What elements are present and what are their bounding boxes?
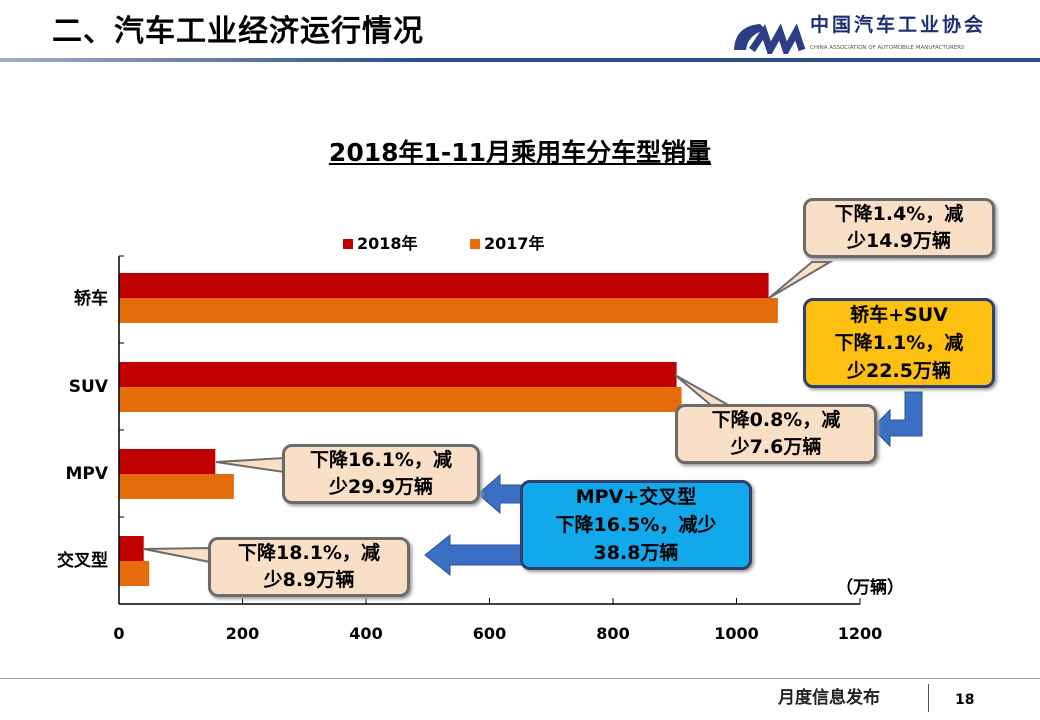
callout-mpv: 下降16.1%，减 少29.9万辆 — [282, 444, 480, 504]
x-tick-label: 200 — [225, 624, 260, 643]
callout-line: 下降16.5%，减少 — [555, 514, 717, 536]
callout-line: 少29.9万辆 — [329, 476, 433, 498]
callout-sedan: 下降1.4%，减 少14.9万辆 — [803, 198, 995, 258]
x-tick-label: 400 — [349, 624, 383, 643]
bar-2017 — [119, 474, 234, 499]
callout-tail — [674, 374, 734, 407]
callout-line: 下降18.1%，减 — [238, 542, 380, 564]
bar-2017 — [119, 298, 778, 323]
category-label: 交叉型 — [57, 551, 108, 571]
footer-text: 月度信息发布 — [778, 688, 880, 708]
x-tick-label: 1200 — [837, 624, 883, 643]
page-number: 18 — [955, 692, 975, 708]
bar-2018 — [119, 536, 144, 561]
callout-tail — [215, 456, 285, 474]
bar-2018 — [119, 362, 677, 387]
legend-2017: 2017年 — [470, 234, 545, 254]
chart-title: 2018年1-11月乘用车分车型销量 — [328, 138, 712, 167]
arrow-icon — [477, 473, 526, 515]
x-tick-label: 600 — [472, 624, 507, 643]
bar-2017 — [119, 387, 682, 412]
logo-text: 中国汽车工业协会 — [810, 14, 987, 36]
category-label: MPV — [65, 464, 108, 484]
callout-sedan-suv: 轿车+SUV 下降1.1%，减 少22.5万辆 — [803, 298, 995, 388]
callout-line: 少7.6万辆 — [730, 436, 822, 458]
category-label: 轿车 — [74, 289, 108, 309]
legend-label: 2017年 — [484, 234, 545, 253]
caam-logo-icon — [734, 23, 806, 54]
x-tick-label: 1000 — [714, 624, 759, 643]
callout-line: 下降1.1%，减 — [834, 332, 964, 354]
callout-line: 下降0.8%，减 — [711, 409, 841, 431]
footer-separator — [928, 684, 929, 712]
legend-2018: 2018年 — [343, 234, 418, 254]
x-tick-label: 0 — [113, 624, 125, 643]
callout-line: 下降1.4%，减 — [834, 203, 964, 225]
callout-line: 少8.9万辆 — [263, 569, 355, 591]
arrow-icon — [871, 391, 923, 448]
legend-swatch — [470, 239, 480, 249]
callout-line: 下降16.1%，减 — [310, 449, 452, 471]
bar-2017 — [119, 561, 150, 586]
category-label: SUV — [68, 377, 108, 397]
bar-2018 — [119, 273, 769, 298]
header-divider — [0, 58, 1040, 62]
callout-tail — [143, 546, 211, 564]
unit-label: （万辆） — [836, 578, 904, 598]
callout-line: 少22.5万辆 — [847, 360, 951, 382]
legend-swatch — [343, 239, 353, 249]
callout-mpv-crossover: MPV+交叉型 下降16.5%，减少 38.8万辆 — [520, 480, 752, 570]
legend-label: 2018年 — [357, 234, 418, 253]
callout-suv: 下降0.8%，减 少7.6万辆 — [675, 404, 877, 464]
logo-subtext: CHINA ASSOCIATION OF AUTOMOBILE MANUFACT… — [810, 45, 965, 51]
footer-divider — [0, 678, 1040, 679]
callout-crossover: 下降18.1%，减 少8.9万辆 — [208, 537, 410, 597]
callout-line: MPV+交叉型 — [575, 486, 697, 508]
callout-tail — [768, 261, 834, 299]
callout-line: 少14.9万辆 — [847, 230, 951, 252]
callout-line: 轿车+SUV — [850, 304, 948, 326]
callout-line: 38.8万辆 — [593, 542, 679, 564]
bar-2018 — [119, 449, 216, 474]
page-title: 二、汽车工业经济运行情况 — [52, 14, 424, 49]
arrow-icon — [424, 533, 526, 577]
x-tick-label: 800 — [596, 624, 630, 643]
